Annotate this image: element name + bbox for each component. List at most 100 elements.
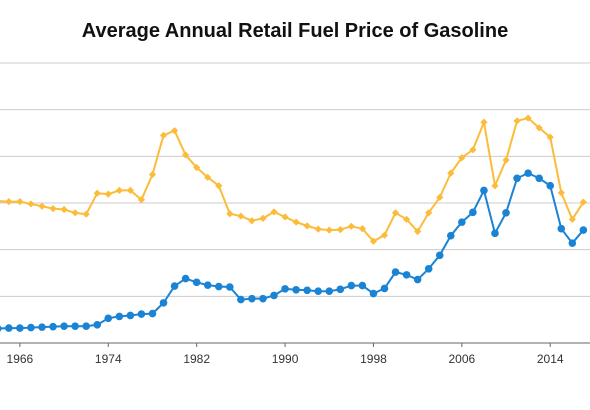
data-point-s0-1968 (38, 202, 46, 210)
data-point-s1-1980 (170, 282, 179, 290)
data-point-s0-1981 (182, 151, 190, 159)
data-point-s0-2002 (414, 227, 422, 236)
data-point-s1-2015 (557, 224, 566, 233)
data-point-s1-1978 (148, 309, 157, 318)
data-point-s1-1993 (314, 287, 323, 296)
data-point-s1-1975 (115, 312, 124, 321)
data-point-s0-1970 (60, 205, 68, 214)
data-point-s0-1998 (369, 237, 378, 245)
data-point-s1-1969 (49, 322, 57, 331)
x-tick-label: 1998 (360, 352, 387, 366)
data-point-s1-1966 (16, 324, 24, 332)
data-point-s1-1964 (0, 325, 2, 332)
data-point-s0-2017 (579, 198, 587, 206)
data-point-s1-1988 (259, 294, 267, 303)
data-point-s0-1995 (336, 226, 344, 234)
data-point-s1-1971 (71, 322, 79, 331)
data-point-s0-1994 (325, 226, 333, 234)
data-point-s1-1994 (325, 287, 334, 296)
data-point-s0-2010 (502, 156, 510, 164)
data-point-s1-2003 (424, 265, 433, 273)
data-point-s0-2015 (557, 189, 565, 197)
x-tick-label: 1966 (7, 352, 34, 366)
data-point-s1-2017 (579, 226, 588, 234)
data-point-s1-1999 (380, 284, 389, 293)
data-point-s1-2013 (535, 174, 543, 183)
data-point-s0-1997 (358, 225, 366, 233)
data-point-s1-2011 (513, 174, 521, 183)
data-point-s1-2001 (402, 271, 411, 279)
data-point-s1-2012 (524, 169, 532, 177)
data-point-s0-2005 (447, 169, 455, 177)
data-point-s1-1972 (82, 322, 90, 331)
data-point-s0-1989 (270, 208, 278, 216)
data-point-s0-1975 (115, 186, 123, 194)
data-point-s1-1992 (303, 286, 311, 295)
data-point-s0-1971 (71, 209, 79, 217)
data-point-s0-2013 (535, 124, 543, 132)
data-point-s1-1977 (137, 310, 146, 318)
x-tick-label: 1990 (272, 352, 299, 366)
data-point-s0-1969 (49, 205, 57, 213)
data-point-s0-1985 (226, 210, 234, 218)
data-point-s0-1964 (0, 199, 2, 203)
data-point-s0-1986 (237, 212, 245, 220)
data-point-s1-1984 (214, 282, 223, 291)
data-point-s0-1972 (82, 210, 90, 218)
data-point-s0-1976 (126, 186, 134, 194)
series-layer (0, 114, 588, 332)
data-point-s1-2014 (546, 181, 555, 190)
data-point-s0-1999 (380, 231, 389, 239)
data-point-s1-1990 (281, 285, 289, 293)
data-point-s0-1991 (292, 218, 300, 226)
gridlines (0, 62, 590, 344)
data-point-s1-1965 (5, 324, 13, 332)
data-point-s1-1979 (159, 299, 168, 307)
data-point-s0-1982 (193, 163, 201, 172)
data-point-s1-2007 (469, 208, 477, 217)
x-tick-label: 1974 (95, 352, 122, 366)
data-point-s0-2009 (491, 182, 499, 190)
data-point-s1-2008 (480, 186, 488, 195)
x-tick-label: 2006 (448, 352, 475, 366)
data-point-s0-2000 (391, 209, 400, 217)
x-axis-ticks: 1966 1974 1982 1990 1998 2006 2014 (7, 343, 564, 366)
data-point-s1-1970 (60, 322, 68, 331)
data-point-s0-1966 (16, 198, 24, 206)
data-point-s1-1976 (126, 311, 135, 320)
data-point-s1-1986 (237, 295, 245, 304)
data-point-s1-2010 (502, 209, 510, 217)
data-point-s1-1996 (347, 281, 356, 290)
data-point-s1-1985 (226, 283, 234, 291)
data-point-s0-1978 (148, 170, 157, 179)
data-point-s1-2006 (458, 218, 466, 226)
data-point-s0-1987 (248, 217, 256, 225)
data-point-s0-1992 (303, 222, 311, 230)
data-point-s0-2001 (402, 215, 411, 223)
data-point-s0-1974 (104, 190, 112, 198)
data-point-s0-2014 (546, 133, 554, 141)
data-point-s1-1981 (181, 274, 190, 283)
data-point-s1-1974 (104, 314, 113, 323)
data-point-s0-1984 (215, 182, 223, 190)
data-point-s1-2016 (568, 239, 577, 247)
data-point-s0-1980 (170, 127, 179, 135)
data-point-s1-2004 (435, 251, 444, 260)
data-point-s1-2002 (413, 275, 422, 284)
data-point-s1-1968 (38, 323, 46, 331)
data-point-s1-2000 (391, 268, 400, 276)
data-point-s1-1991 (292, 286, 300, 294)
data-point-s0-1996 (347, 222, 355, 230)
data-point-s0-2008 (480, 118, 488, 126)
x-tick-label: 2014 (537, 352, 564, 366)
data-point-s0-2003 (425, 209, 433, 217)
data-point-s0-1990 (281, 213, 289, 221)
data-point-s1-1997 (358, 281, 367, 290)
data-point-s0-1973 (93, 189, 101, 197)
data-point-s1-1982 (192, 278, 201, 287)
data-point-s0-2011 (513, 117, 521, 125)
data-point-s1-1998 (369, 289, 378, 298)
data-point-s0-2012 (524, 114, 532, 122)
chart-title: Average Annual Retail Fuel Price of Gaso… (81, 20, 509, 42)
